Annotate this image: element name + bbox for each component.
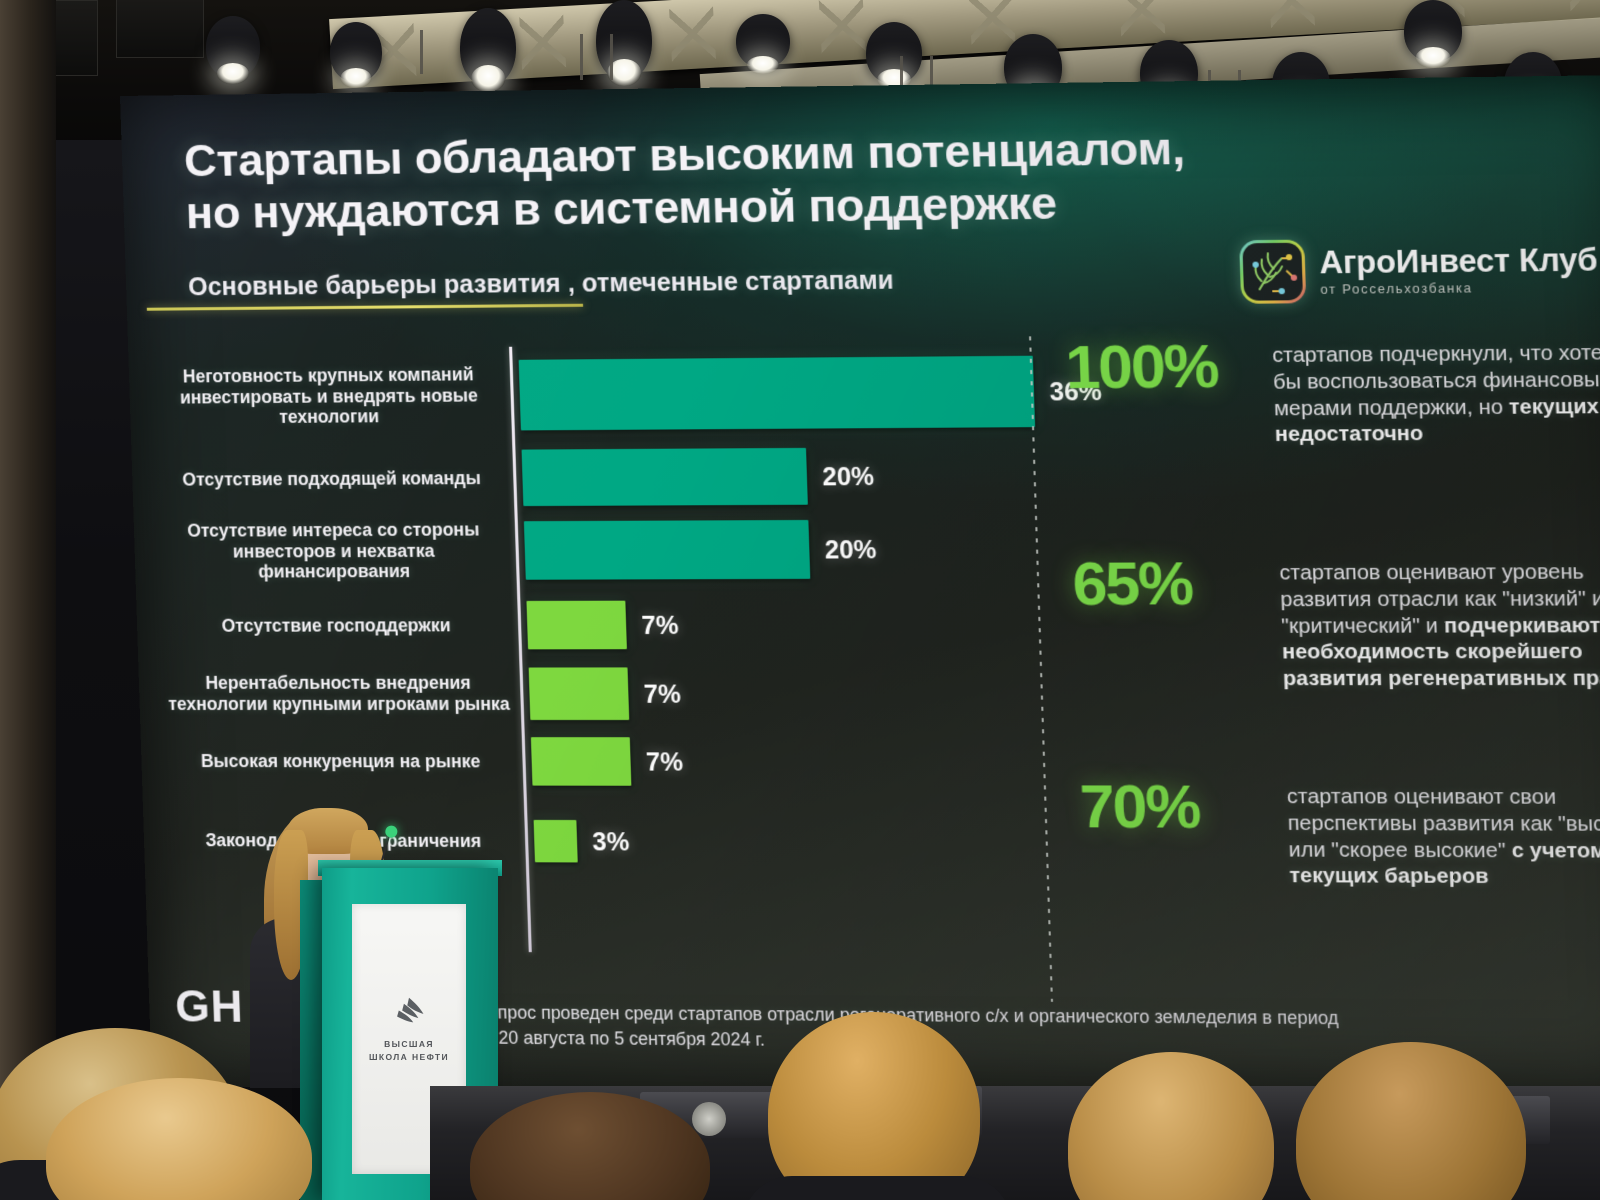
statistic-value: 70% <box>1078 772 1201 841</box>
speaker-cabinet <box>116 0 204 58</box>
bar-track: 7% <box>519 730 1025 793</box>
statistic-emphasis: подчеркивают необходимость скорейшего ра… <box>1281 613 1600 691</box>
statistic-item: 70% стартапов оценивают свои перспективы … <box>1078 772 1600 892</box>
bar-category-label: Отсутствие господдержки <box>221 614 451 636</box>
audience-shoulder <box>742 1176 1012 1200</box>
bar-track: 20% <box>510 447 1015 507</box>
stage-light <box>736 14 790 74</box>
stage-light <box>206 16 260 84</box>
bar-category-label: Высокая конкуренция на рынке <box>200 750 481 772</box>
chart-bar <box>530 737 632 786</box>
chart-row: Неготовность крупных компаний инвестиров… <box>154 341 1102 448</box>
chart-bar <box>526 600 627 650</box>
slide-subtitle: Основные барьеры развития , отмеченные с… <box>187 266 894 302</box>
bar-value-label: 20% <box>824 535 877 565</box>
bar-category-label: Отсутствие интереса со стороны инвесторо… <box>186 519 480 582</box>
stage-light <box>1404 0 1462 68</box>
audience-head <box>1296 1042 1526 1200</box>
logo-tagline: от Россельхозбанка <box>1320 280 1473 297</box>
chart-row: Отсутствие интереса со стороны инвесторо… <box>159 506 1018 594</box>
chart-bar <box>523 519 811 580</box>
chart-bar <box>533 819 578 863</box>
statistic-description: стартапов подчеркнули, что хотели бы вос… <box>1272 333 1600 448</box>
bar-category-label: Отсутствие подходящей команды <box>182 467 482 490</box>
flame-leaf-icon <box>397 997 424 1023</box>
column-divider <box>1029 336 1054 1002</box>
wheat-circuit-icon <box>1238 239 1307 304</box>
statistic-emphasis: с учетом текущих барьеров <box>1289 838 1600 889</box>
bar-value-label: 20% <box>821 462 875 492</box>
bar-category-label: Нерентабельность внедрения технологии кр… <box>167 672 511 714</box>
rigging-wire <box>900 56 903 104</box>
bar-value-label: 7% <box>645 747 684 777</box>
stage-light <box>460 8 516 92</box>
stage-light <box>596 0 652 86</box>
statistic-value: 100% <box>1064 331 1219 402</box>
page-title: Стартапы обладают высоким потенциалом, н… <box>183 122 1186 239</box>
chart-row: Нерентабельность внедрения технологии кр… <box>164 657 1023 730</box>
bar-track: 7% <box>515 596 1021 654</box>
statistic-description: стартапов оценивают уровень развития отр… <box>1279 552 1600 692</box>
stage-light <box>330 22 382 88</box>
statistic-description: стартапов оценивают свои перспективы раз… <box>1286 778 1600 892</box>
statistic-value: 65% <box>1071 549 1193 618</box>
chart-bar <box>528 667 630 721</box>
chart-bar <box>518 355 1036 431</box>
bottom-left-brand: GH <box>174 982 245 1032</box>
statistic-item: 100% стартапов подчеркнули, что хотели бы… <box>1064 331 1600 450</box>
rigging-wire <box>610 34 613 80</box>
bar-track: 36% <box>507 341 1102 446</box>
bar-track: 7% <box>517 657 1023 730</box>
hall-side-wall <box>0 0 56 1200</box>
rigging-wire <box>420 30 423 74</box>
title-accent-rule <box>146 303 584 311</box>
logo-name: АгроИнвест Клуб <box>1318 241 1599 281</box>
statistic-item: 65% стартапов оценивают уровень развития … <box>1071 549 1600 692</box>
audience-head <box>1068 1052 1274 1200</box>
bar-track: 3% <box>522 811 1028 873</box>
audience-head <box>46 1078 312 1200</box>
bar-value-label: 3% <box>591 827 630 857</box>
bar-value-label: 7% <box>641 611 679 640</box>
podium-logo-line-1: ВЫСШАЯ <box>384 1039 434 1049</box>
chart-row: Отсутствие господдержки 7% <box>162 596 1021 654</box>
statistic-emphasis: текущих мер недостаточно <box>1274 394 1600 447</box>
rigging-wire <box>580 34 583 80</box>
audience-head <box>768 1012 980 1200</box>
stage-light <box>866 22 922 90</box>
rigging-wire <box>930 56 933 104</box>
chart-row: Отсутствие подходящей команды 20% <box>157 447 1015 508</box>
bar-track: 20% <box>512 506 1018 593</box>
key-statistics-panel: 100% стартапов подчеркнули, что хотели бы… <box>1064 332 1600 889</box>
bar-value-label: 7% <box>643 680 682 709</box>
chart-bar <box>521 447 808 507</box>
podium-logo-line-2: ШКОЛА НЕФТИ <box>368 1051 450 1062</box>
bar-category-label: Неготовность крупных компаний инвестиров… <box>179 364 479 428</box>
agroinvest-club-logo: АгроИнвест Клуб от Россельхозбанка <box>1238 237 1599 304</box>
floor-spotlight <box>692 1102 726 1136</box>
